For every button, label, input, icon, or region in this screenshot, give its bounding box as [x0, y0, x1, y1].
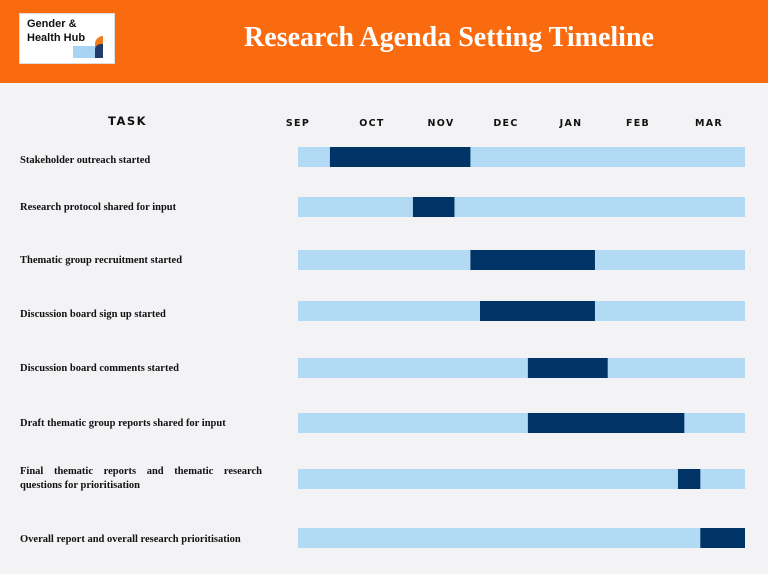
task-label: Thematic group recruitment started: [20, 255, 183, 266]
task-duration-bar: [329, 147, 471, 167]
timeline-track: [298, 358, 745, 378]
month-tick-label: JAN: [559, 118, 583, 129]
task-label: Final thematic reports and thematic rese…: [20, 466, 262, 491]
task-label: Stakeholder outreach started: [20, 155, 151, 166]
task-duration-bar: [527, 358, 608, 378]
month-tick-label: MAR: [695, 118, 723, 129]
task-label: Draft thematic group reports shared for …: [20, 418, 226, 429]
month-tick-label: OCT: [359, 118, 384, 129]
month-tick-label: SEP: [286, 118, 310, 129]
task-duration-bar: [700, 528, 745, 548]
task-duration-bar: [470, 250, 595, 270]
task-column-header: TASK: [108, 114, 148, 128]
month-tick-label: FEB: [626, 118, 650, 129]
logo-mark-icon: [73, 36, 103, 58]
timeline-track: [298, 528, 745, 548]
header-banner: Gender & Health Hub Research Agenda Sett…: [0, 0, 768, 83]
timeline-track: [298, 197, 745, 217]
task-duration-bar: [479, 301, 595, 321]
logo-text: Gender & Health Hub: [27, 17, 85, 45]
task-label: Discussion board comments started: [20, 363, 179, 374]
logo-line-2: Health Hub: [27, 32, 86, 44]
task-label: Overall report and overall research prio…: [20, 534, 241, 545]
logo: Gender & Health Hub: [19, 13, 115, 64]
month-tick-label: DEC: [493, 118, 518, 129]
logo-line-1: Gender &: [27, 18, 77, 30]
timeline-track: [298, 469, 745, 489]
task-label: Research protocol shared for input: [20, 202, 177, 213]
month-tick-label: NOV: [427, 118, 454, 129]
task-duration-bar: [677, 469, 701, 489]
task-duration-bar: [412, 197, 455, 217]
logo-navy-shape: [95, 44, 103, 58]
task-label: Discussion board sign up started: [20, 309, 166, 320]
task-duration-bar: [527, 413, 685, 433]
page-title: Research Agenda Setting Timeline: [244, 22, 654, 53]
